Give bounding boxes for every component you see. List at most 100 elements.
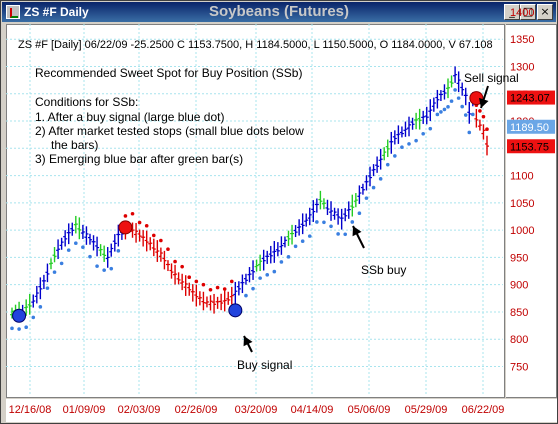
stop-dot (435, 112, 440, 117)
ohlc-bar (41, 274, 46, 290)
ohlc-bar (297, 219, 302, 236)
stop-dot (116, 249, 121, 253)
ohlc-bar (414, 112, 419, 130)
ohlc-bar (421, 110, 426, 124)
ohlc-bar (73, 215, 78, 234)
stop-dot (109, 266, 114, 271)
ohlc-bar (314, 198, 319, 213)
ohlc-bar (151, 238, 156, 257)
stop-dot (66, 248, 71, 252)
ohlc-bar (158, 247, 163, 262)
stop-dot (467, 130, 472, 135)
stop-dot (385, 162, 390, 167)
ohlc-bar (385, 139, 390, 158)
ohlc-bar (350, 194, 355, 217)
ohlc-bar (382, 147, 387, 161)
ohlc-bar (63, 230, 68, 247)
stop-dot (371, 185, 376, 190)
ohlc-bar (460, 82, 465, 96)
stop-dot (251, 286, 255, 291)
sell-signal-dot (118, 220, 133, 235)
ohlc-bar (325, 199, 330, 216)
ohlc-bar (148, 237, 153, 251)
ohlc-bar (169, 263, 174, 279)
price-tag: 1243.07 (507, 90, 555, 105)
ohlc-bar (48, 258, 53, 270)
ohlc-bar (364, 175, 369, 191)
stop-dot (265, 273, 270, 277)
price-plot-area[interactable] (6, 24, 505, 398)
annotation-conditions-title: Conditions for SSb: (35, 95, 139, 109)
ohlc-bar (378, 148, 383, 170)
stop-dot (364, 196, 369, 200)
y-tick-label: 1300 (510, 61, 534, 73)
ohlc-bar (456, 71, 461, 93)
close-button[interactable]: × (537, 4, 553, 20)
x-tick-label: 02/03/09 (118, 404, 161, 416)
stop-dot (400, 145, 404, 150)
annotation-condition-2-cont: the bars) (51, 138, 99, 152)
stop-dot (52, 270, 57, 274)
stop-dot (272, 269, 277, 274)
x-tick-label: 05/06/09 (348, 404, 391, 416)
stop-dot (17, 327, 21, 331)
stop-dot (130, 211, 135, 216)
ohlc-bar (194, 284, 199, 307)
ohlc-bar (446, 78, 451, 99)
stop-dot (10, 326, 14, 331)
ohlc-bar (268, 245, 273, 264)
stop-dot (322, 220, 326, 225)
stop-dot (24, 325, 28, 330)
ohlc-bar (24, 299, 29, 316)
stop-dot (81, 245, 85, 250)
ohlc-bar (197, 291, 202, 306)
stop-dot (407, 142, 411, 146)
buy-signal-dot (12, 308, 27, 323)
ohlc-bar (233, 281, 238, 304)
stop-dot (421, 131, 425, 136)
ohlc-bar (282, 236, 287, 248)
ohlc-bar (389, 131, 394, 154)
stop-dot (343, 232, 348, 237)
stop-dot (151, 233, 156, 238)
stop-dot (279, 260, 284, 264)
stop-dot (307, 234, 312, 238)
ohlc-bar (102, 245, 107, 262)
ohlc-bar (307, 207, 312, 226)
ohlc-bar (134, 223, 139, 243)
ohlc-bar (453, 66, 458, 83)
stop-dot (460, 104, 464, 109)
stop-dot (187, 275, 192, 280)
svg-text:1153.75: 1153.75 (510, 141, 549, 153)
stop-dot (286, 255, 291, 259)
stop-dot (159, 238, 163, 243)
ohlc-bar (45, 263, 50, 283)
ohlc-bar (332, 207, 337, 220)
stop-dot (293, 244, 298, 249)
ohlc-bar (183, 275, 188, 296)
x-tick-label: 06/22/09 (462, 404, 505, 416)
ohlc-bar (485, 135, 489, 156)
ohlc-bar (481, 124, 486, 140)
stop-dot (456, 96, 461, 100)
ohlc-bar (219, 293, 224, 311)
ohlc-bar (229, 286, 234, 305)
ohlc-bar (173, 264, 178, 285)
minimize-button[interactable]: _ (504, 4, 520, 20)
buy-signal-label: Buy signal (237, 358, 293, 372)
date-axis[interactable] (6, 399, 557, 422)
maximize-button[interactable]: □ (520, 4, 536, 20)
stop-dot (336, 232, 340, 236)
y-tick-label: 1000 (510, 225, 534, 237)
ohlc-bar (80, 224, 85, 240)
ohlc-bar (357, 185, 362, 204)
stop-dot (485, 127, 489, 132)
price-axis[interactable] (506, 24, 557, 398)
price-tag: 1153.75 (507, 139, 555, 154)
y-tick-label: 950 (510, 252, 528, 264)
ohlc-bar (190, 284, 195, 302)
chart-app-icon[interactable] (6, 5, 20, 19)
buy-signal-arrow (243, 335, 253, 353)
ohlc-bar (424, 106, 429, 125)
ohlc-bar (293, 225, 298, 238)
